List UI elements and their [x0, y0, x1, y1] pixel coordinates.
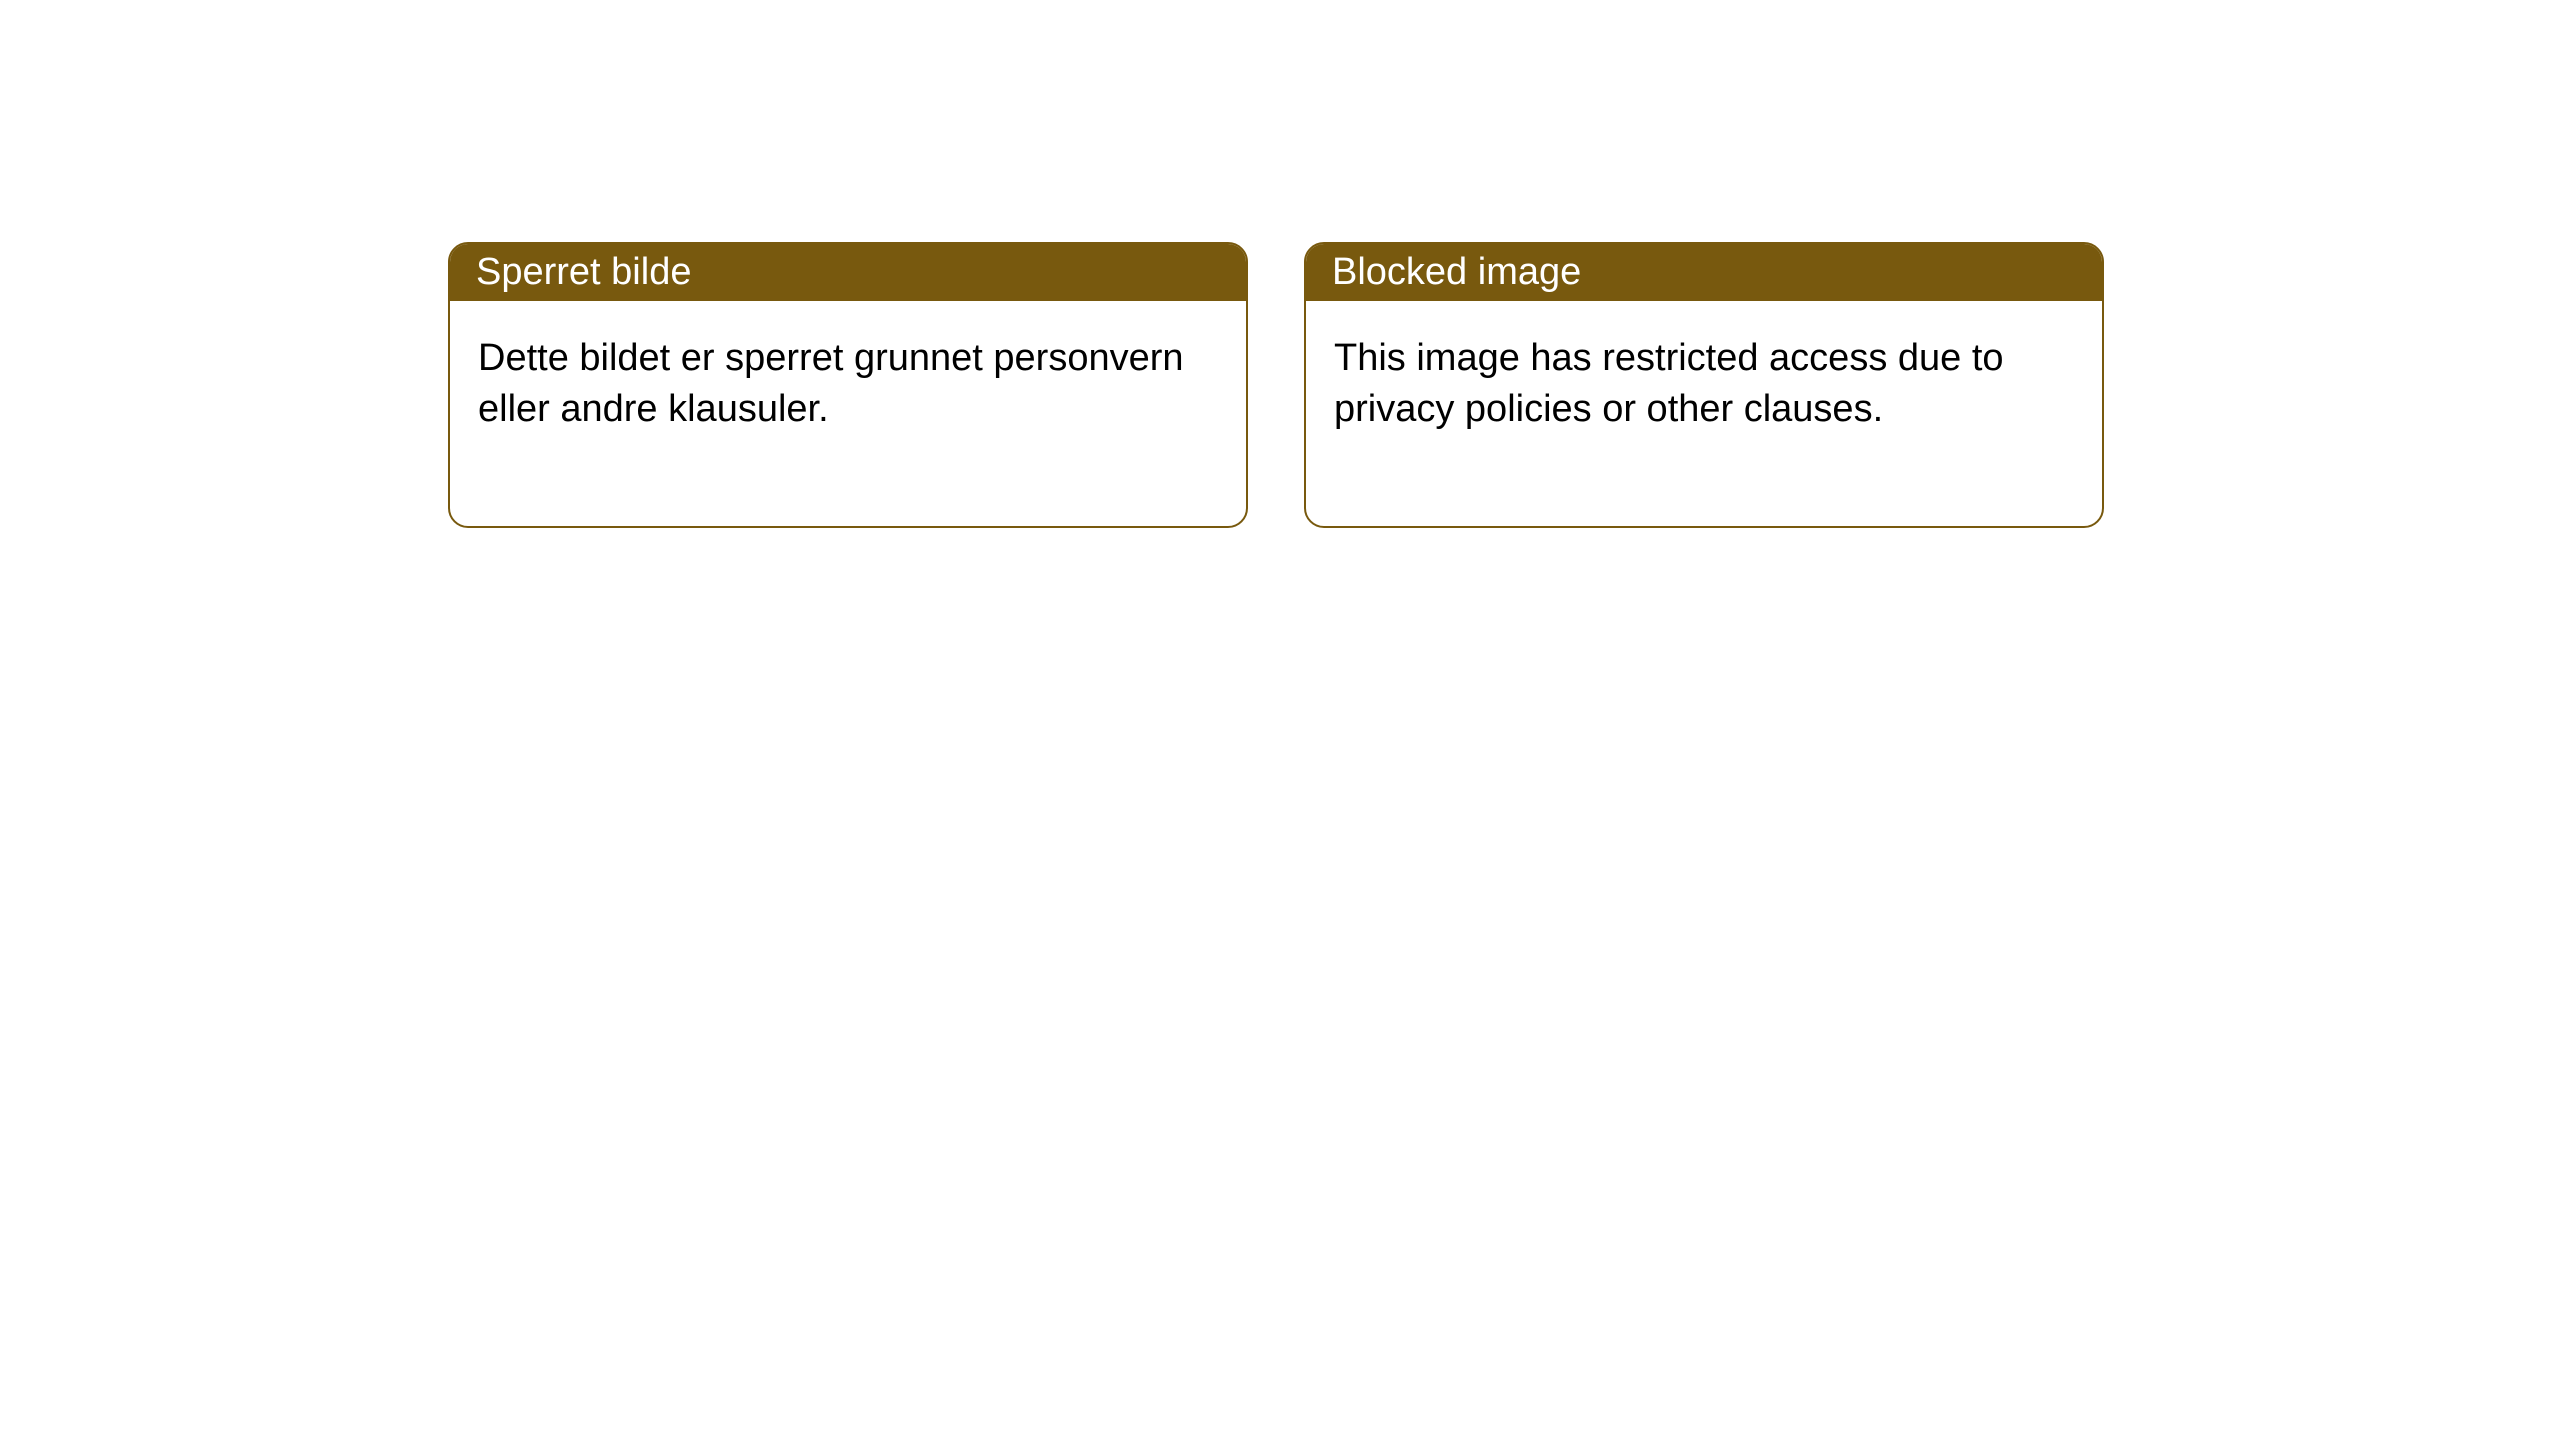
card-body: This image has restricted access due to …: [1306, 301, 2102, 526]
card-body: Dette bildet er sperret grunnet personve…: [450, 301, 1246, 526]
blocked-image-card-norwegian: Sperret bilde Dette bildet er sperret gr…: [448, 242, 1248, 528]
card-header: Blocked image: [1306, 244, 2102, 301]
blocked-image-card-english: Blocked image This image has restricted …: [1304, 242, 2104, 528]
card-header: Sperret bilde: [450, 244, 1246, 301]
notice-cards-container: Sperret bilde Dette bildet er sperret gr…: [448, 242, 2104, 528]
